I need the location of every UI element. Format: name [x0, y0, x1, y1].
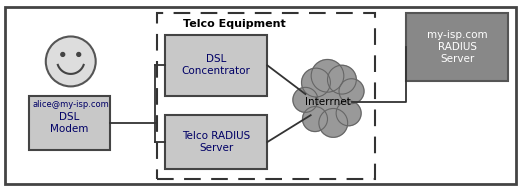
- Ellipse shape: [77, 53, 81, 56]
- Ellipse shape: [339, 79, 364, 104]
- Ellipse shape: [319, 108, 347, 137]
- Text: Interrnet: Interrnet: [304, 97, 351, 107]
- Ellipse shape: [302, 68, 330, 97]
- Text: DSL
Concentrator: DSL Concentrator: [182, 55, 250, 76]
- Bar: [157, 13, 375, 179]
- Ellipse shape: [328, 65, 356, 94]
- FancyBboxPatch shape: [406, 13, 508, 81]
- Ellipse shape: [61, 53, 64, 56]
- Ellipse shape: [302, 81, 353, 123]
- FancyBboxPatch shape: [165, 115, 267, 169]
- Text: DSL
Modem: DSL Modem: [50, 112, 89, 134]
- Text: Telco Equipment: Telco Equipment: [183, 19, 286, 29]
- FancyBboxPatch shape: [5, 7, 516, 184]
- Ellipse shape: [302, 107, 328, 132]
- Ellipse shape: [293, 87, 318, 112]
- Text: alice@my-isp.com: alice@my-isp.com: [32, 100, 109, 109]
- Text: Telco RADIUS
Server: Telco RADIUS Server: [182, 131, 250, 153]
- FancyBboxPatch shape: [29, 96, 110, 150]
- FancyBboxPatch shape: [165, 35, 267, 96]
- Ellipse shape: [336, 101, 361, 126]
- Ellipse shape: [46, 36, 96, 86]
- Ellipse shape: [311, 60, 344, 92]
- Text: my-isp.com
RADIUS
Server: my-isp.com RADIUS Server: [427, 31, 487, 64]
